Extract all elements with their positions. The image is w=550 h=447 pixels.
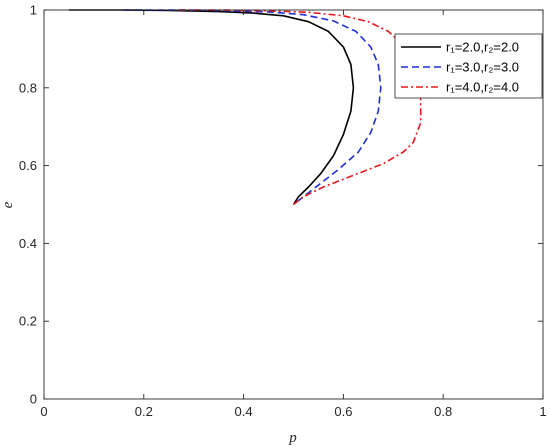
x-tick-label: 0.6 [334, 404, 352, 419]
y-tick-label: 0.8 [19, 80, 37, 95]
x-tick-label: 1 [539, 404, 546, 419]
legend: r₁=2.0,r₂=2.0 r₁=3.0,r₂=3.0 r₁=4.0,r₂=4.0 [394, 33, 543, 99]
series-line-2 [123, 9, 382, 206]
series-line-1 [69, 9, 355, 205]
y-tick-label: 1 [30, 3, 37, 18]
x-tick-label: 0 [40, 404, 47, 419]
legend-label-3: r₁=4.0,r₂=4.0 [446, 80, 519, 95]
plot-frame [43, 9, 544, 400]
y-tick-label: 0.6 [19, 158, 37, 173]
y-tick-label: 0.4 [19, 236, 37, 251]
x-tick-label: 0.4 [235, 404, 253, 419]
x-axis-ticks: 0 0.2 0.4 0.6 0.8 1 [40, 10, 547, 419]
y-tick-label: 0 [30, 392, 37, 407]
legend-label-2: r₁=3.0,r₂=3.0 [446, 60, 519, 75]
x-tick-label: 0.2 [135, 404, 153, 419]
x-axis-label: p [288, 430, 297, 446]
y-axis-label: e [0, 201, 16, 208]
legend-label-1: r₁=2.0,r₂=2.0 [446, 40, 519, 55]
x-tick-label: 0.8 [434, 404, 452, 419]
y-tick-label: 0.2 [19, 314, 37, 329]
